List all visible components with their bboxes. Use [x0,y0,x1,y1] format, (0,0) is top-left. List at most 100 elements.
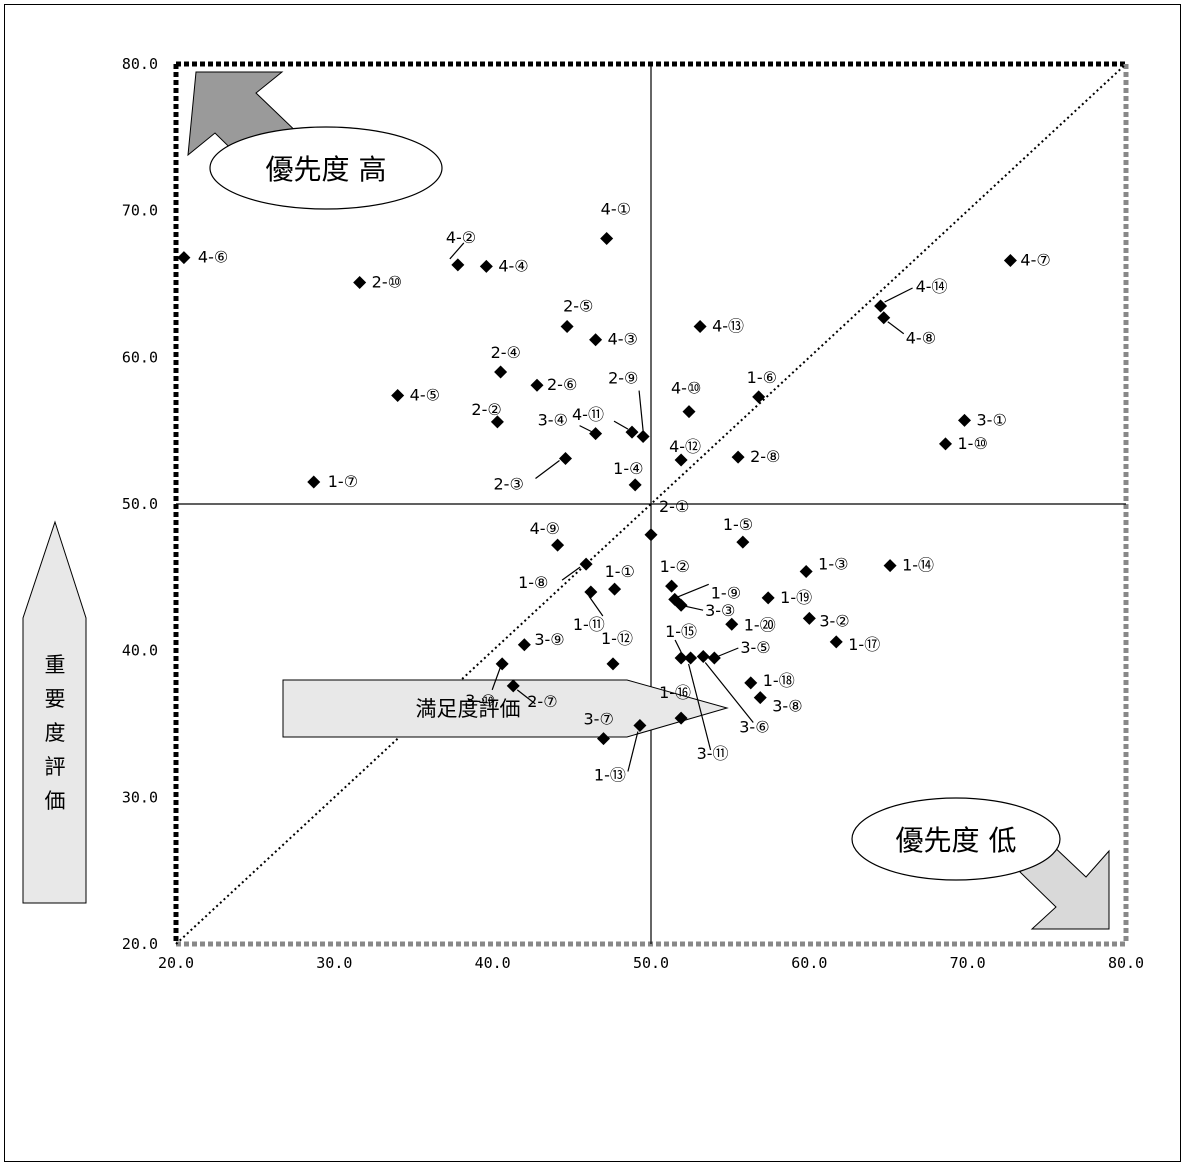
data-point-label: 4-① [601,200,631,219]
x-tick-labels: 20.0 30.0 40.0 50.0 60.0 70.0 80.0 [158,954,1144,972]
data-point-label: 3-⑨ [534,630,564,649]
data-point-marker [693,320,707,334]
data-point-marker [589,333,603,347]
data-point-marker [744,676,758,690]
data-point-label: 2-⑨ [608,369,638,388]
data-points: 4-⑥ 4-② 4-④ 2-⑩ 4-① 2-⑤ 4-③ 4-⑬ 4-⑦ 4-⑭ 4-⑧ 2-④ 2-⑥ 4… [177,200,1051,784]
data-point-marker [600,232,614,246]
data-point-marker [877,311,891,325]
data-point-label: 3-⑪ [697,744,729,763]
data-point-marker [633,718,647,732]
data-point-label: 1-⑧ [518,573,548,592]
data-point-label: 1-⑩ [958,434,988,453]
y-tick-label: 80.0 [122,55,158,73]
x-tick-label: 70.0 [950,954,986,972]
data-point-marker [883,559,897,573]
y-axis-title: 重要度評価 [45,653,66,813]
data-point-marker [665,579,679,593]
x-tick-label: 20.0 [158,954,194,972]
data-point-label: 2-④ [491,343,521,362]
leader-line [704,662,754,723]
data-point-marker [391,388,405,402]
data-point-marker [958,413,971,427]
leader-line [613,420,629,430]
y-tick-label: 70.0 [122,202,158,220]
high-priority-bubble [209,126,443,210]
data-point-label: 1-⑨ [711,583,741,602]
data-point-label: 2-① [659,497,689,516]
diagonal-reference-line [175,63,1127,945]
y-tick-label: 20.0 [122,935,158,953]
leader-line [535,460,560,480]
data-point-label: 4-⑭ [916,277,948,296]
low-priority-arrow [1019,842,1110,930]
data-point-label: 1-⑤ [723,515,753,534]
data-point-label: 3-③ [705,601,735,620]
leader-lines [449,242,913,772]
data-point-marker [736,535,750,549]
data-point-marker [874,299,888,313]
data-point-marker [579,557,593,571]
data-point-label: 1-① [605,562,635,581]
x-tick-label: 30.0 [316,954,352,972]
data-point-label: 1-⑱ [763,671,795,690]
data-point-label: 3-⑧ [772,697,802,716]
data-point-label: 4-⑤ [410,385,440,404]
y-tick-label: 40.0 [122,642,158,660]
data-point-label: 4-③ [608,330,638,349]
data-point-marker [517,638,531,652]
data-point-label: 2-③ [494,475,524,494]
leader-line [684,605,704,611]
data-point-marker [584,585,598,599]
data-point-marker [644,528,658,542]
data-point-marker [530,378,544,392]
data-point-marker [177,251,191,265]
data-point-marker [696,650,710,664]
data-point-marker [628,478,642,492]
data-point-marker [506,679,520,693]
data-point-label: 2-⑧ [750,447,780,466]
leader-line [491,667,501,691]
leader-line [688,663,712,751]
data-point-label: 2-② [471,400,501,419]
leader-line [676,583,709,598]
data-point-marker [479,259,493,273]
data-point-marker [707,651,721,665]
data-point-marker [1003,254,1017,268]
data-point-marker [802,611,816,625]
data-point-label: 1-⑬ [594,765,626,784]
data-point-marker [674,711,688,725]
leader-line [449,242,465,260]
data-point-marker [674,651,688,665]
data-point-label: 1-⑫ [601,629,633,648]
data-point-marker [606,657,620,671]
data-point-label: 2-⑩ [372,273,402,292]
data-point-marker [307,475,321,489]
data-point-label: 1-⑰ [848,635,880,654]
data-point-label: 3-⑩ [465,691,495,710]
data-point-label: 3-④ [538,411,568,430]
data-point-marker [829,635,843,649]
x-axis-arrow [282,679,729,738]
data-point-marker [731,450,745,464]
data-point-marker [799,564,813,578]
data-point-marker [560,320,574,334]
data-point-marker [551,538,565,552]
data-point-marker [674,453,688,467]
data-point-marker [589,427,603,441]
data-point-label: 3-⑦ [584,710,614,729]
data-point-label: 4-④ [498,256,528,275]
data-point-marker [725,617,739,631]
y-tick-label: 30.0 [122,788,158,806]
data-point-label: 4-⑦ [1020,251,1050,270]
data-point-label: 1-⑪ [573,615,605,634]
data-point-marker [761,591,775,605]
data-point-marker [608,582,622,596]
y-tick-labels: 20.0 30.0 40.0 50.0 60.0 70.0 80.0 [122,55,158,953]
x-tick-label: 50.0 [633,954,669,972]
y-tick-label: 60.0 [122,348,158,366]
leader-line [638,390,644,431]
leader-line [516,689,536,705]
data-point-marker [451,258,465,272]
leader-line [588,595,604,617]
